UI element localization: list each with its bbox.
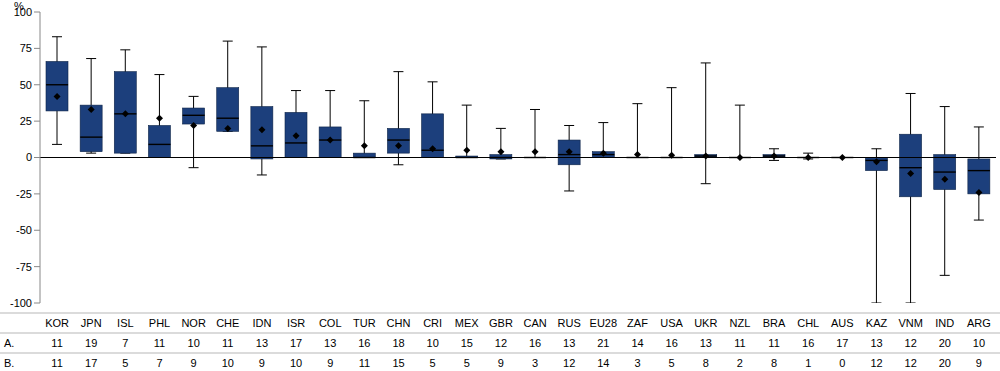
svg-text:5: 5 <box>122 357 128 369</box>
svg-text:10: 10 <box>973 337 985 349</box>
svg-text:CHN: CHN <box>387 317 411 329</box>
svg-text:ZAF: ZAF <box>627 317 648 329</box>
svg-text:B.: B. <box>8 357 14 369</box>
svg-text:19: 19 <box>85 337 97 349</box>
svg-text:12: 12 <box>870 357 882 369</box>
svg-text:GBR: GBR <box>489 317 513 329</box>
svg-text:IDN: IDN <box>252 317 271 329</box>
svg-text:COL: COL <box>319 317 342 329</box>
svg-text:13: 13 <box>700 337 712 349</box>
svg-text:11: 11 <box>51 357 62 369</box>
svg-text:75: 75 <box>20 42 32 54</box>
svg-text:-25: -25 <box>16 188 32 200</box>
svg-text:11: 11 <box>768 337 779 349</box>
svg-text:MEX: MEX <box>455 317 480 329</box>
svg-text:14: 14 <box>631 337 643 349</box>
svg-text:RUS: RUS <box>558 317 581 329</box>
svg-text:100: 100 <box>14 6 32 18</box>
svg-text:-75: -75 <box>16 261 32 273</box>
svg-text:11: 11 <box>734 337 745 349</box>
svg-text:VNM: VNM <box>898 317 922 329</box>
svg-text:17: 17 <box>836 337 848 349</box>
svg-text:10: 10 <box>222 357 234 369</box>
svg-text:20: 20 <box>939 337 951 349</box>
svg-text:9: 9 <box>191 357 197 369</box>
svg-text:11: 11 <box>222 337 233 349</box>
svg-text:5: 5 <box>669 357 675 369</box>
svg-text:14: 14 <box>597 357 609 369</box>
svg-text:25: 25 <box>20 115 32 127</box>
svg-text:-100: -100 <box>10 297 32 309</box>
svg-text:13: 13 <box>324 337 336 349</box>
svg-text:9: 9 <box>498 357 504 369</box>
svg-text:JPN: JPN <box>81 317 102 329</box>
svg-text:10: 10 <box>290 357 302 369</box>
svg-text:8: 8 <box>703 357 709 369</box>
svg-text:17: 17 <box>290 337 302 349</box>
svg-text:KOR: KOR <box>45 317 69 329</box>
svg-text:12: 12 <box>563 357 575 369</box>
svg-text:11: 11 <box>359 357 370 369</box>
svg-text:5: 5 <box>464 357 470 369</box>
svg-text:9: 9 <box>976 357 982 369</box>
svg-text:A.: A. <box>8 337 14 349</box>
svg-text:ISR: ISR <box>287 317 305 329</box>
svg-text:CAN: CAN <box>523 317 546 329</box>
svg-text:17: 17 <box>85 357 97 369</box>
svg-text:NOR: NOR <box>181 317 206 329</box>
svg-text:BRA: BRA <box>763 317 786 329</box>
svg-text:9: 9 <box>259 357 265 369</box>
svg-text:USA: USA <box>660 317 683 329</box>
svg-text:13: 13 <box>256 337 268 349</box>
svg-text:-50: -50 <box>16 224 32 236</box>
svg-text:12: 12 <box>495 337 507 349</box>
svg-text:NZL: NZL <box>730 317 751 329</box>
svg-text:7: 7 <box>122 337 128 349</box>
svg-text:21: 21 <box>597 337 609 349</box>
svg-text:11: 11 <box>154 337 165 349</box>
svg-text:ARG: ARG <box>967 317 991 329</box>
svg-text:EU28: EU28 <box>590 317 618 329</box>
svg-text:10: 10 <box>427 337 439 349</box>
svg-text:15: 15 <box>392 357 404 369</box>
svg-text:CRI: CRI <box>423 317 442 329</box>
svg-text:TUR: TUR <box>353 317 376 329</box>
svg-text:0: 0 <box>26 151 32 163</box>
svg-text:5: 5 <box>430 357 436 369</box>
svg-text:AUS: AUS <box>831 317 854 329</box>
svg-text:8: 8 <box>771 357 777 369</box>
svg-text:3: 3 <box>634 357 640 369</box>
svg-text:10: 10 <box>188 337 200 349</box>
svg-text:PHL: PHL <box>149 317 170 329</box>
svg-text:16: 16 <box>529 337 541 349</box>
svg-text:CHL: CHL <box>797 317 819 329</box>
svg-text:18: 18 <box>392 337 404 349</box>
svg-text:13: 13 <box>563 337 575 349</box>
svg-text:2: 2 <box>737 357 743 369</box>
svg-text:15: 15 <box>461 337 473 349</box>
svg-text:13: 13 <box>870 337 882 349</box>
svg-text:20: 20 <box>939 357 951 369</box>
svg-text:7: 7 <box>156 357 162 369</box>
svg-text:50: 50 <box>20 79 32 91</box>
svg-text:9: 9 <box>327 357 333 369</box>
svg-text:CHE: CHE <box>216 317 239 329</box>
svg-text:3: 3 <box>532 357 538 369</box>
svg-text:1: 1 <box>805 357 811 369</box>
svg-text:0: 0 <box>839 357 845 369</box>
svg-text:IND: IND <box>935 317 954 329</box>
svg-text:12: 12 <box>905 337 917 349</box>
svg-text:16: 16 <box>666 337 678 349</box>
svg-text:16: 16 <box>802 337 814 349</box>
svg-text:KAZ: KAZ <box>866 317 888 329</box>
svg-text:UKR: UKR <box>694 317 717 329</box>
svg-text:11: 11 <box>51 337 62 349</box>
svg-text:ISL: ISL <box>117 317 134 329</box>
svg-text:16: 16 <box>358 337 370 349</box>
svg-text:12: 12 <box>905 357 917 369</box>
